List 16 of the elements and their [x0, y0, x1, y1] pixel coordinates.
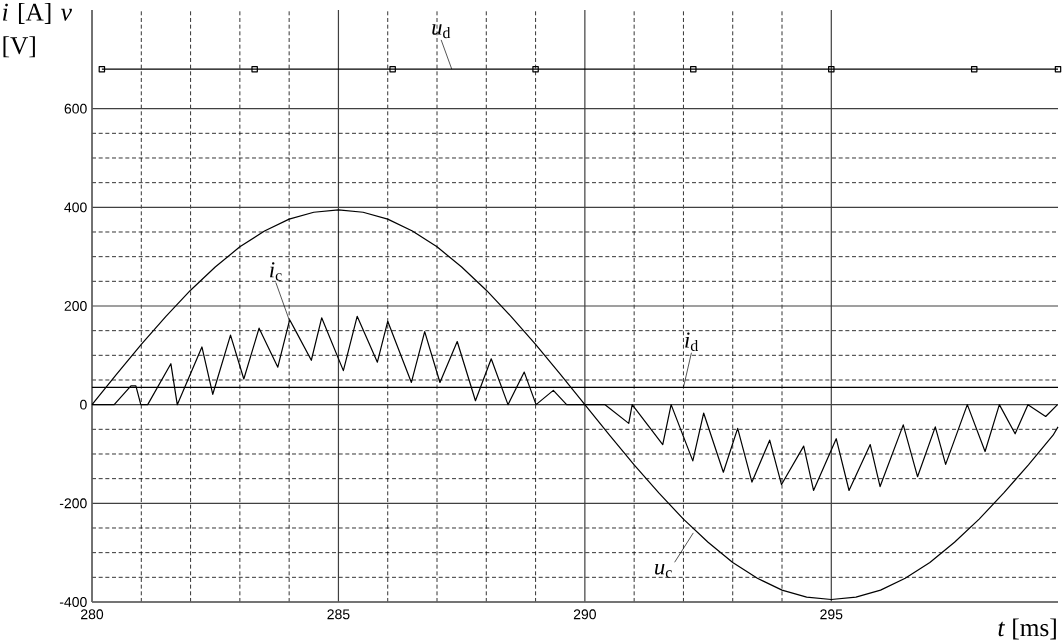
annotation: u$_{c}$	[655, 563, 672, 578]
y-tick-label: -200	[59, 498, 87, 509]
y-tick-label: -400	[59, 597, 87, 607]
annotation: u$_{d}$	[432, 24, 451, 39]
annotation: i$_{c}$	[270, 262, 282, 281]
y-tick-label: 200	[64, 301, 87, 311]
x-tick-label: 295	[820, 609, 843, 620]
x-tick-label: 280	[81, 609, 104, 620]
text: i [A] v [V]	[3, 2, 72, 58]
x-tick-label: 290	[573, 609, 596, 620]
y-tick-label: 0	[80, 399, 87, 410]
annotation: i$_{d}$	[685, 332, 699, 352]
x-tick-label: 285	[327, 609, 350, 620]
x-axis-title: t [ms]	[998, 618, 1056, 640]
y-tick-label: 600	[64, 103, 87, 114]
y-tick-label: 400	[64, 202, 87, 213]
